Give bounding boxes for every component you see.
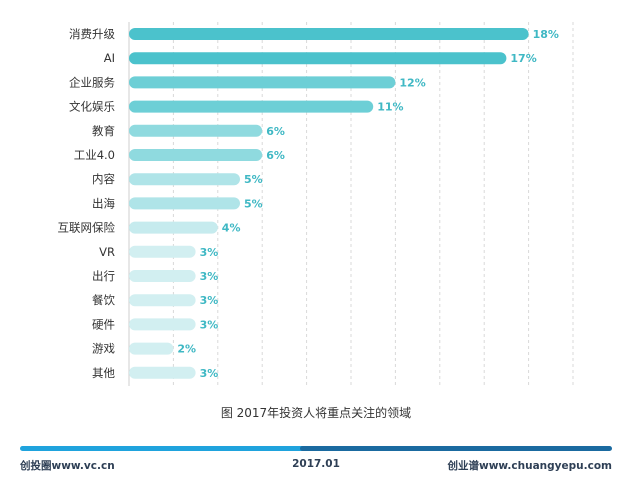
value-labels: 18%17%12%11%6%6%5%5%4%3%3%3%3%2%3% — [177, 28, 559, 380]
value-label: 4% — [222, 222, 241, 235]
category-label: 其他 — [92, 366, 115, 380]
value-label: 3% — [200, 367, 219, 380]
value-label: 3% — [200, 294, 219, 307]
category-label: 教育 — [92, 124, 115, 138]
value-label: 18% — [533, 28, 559, 41]
category-label: 硬件 — [92, 317, 115, 331]
footer-date: 2017.01 — [292, 458, 340, 470]
value-label: 6% — [266, 149, 285, 162]
bar — [129, 342, 174, 355]
bars — [129, 28, 529, 379]
bar — [129, 52, 507, 65]
value-label: 17% — [510, 52, 536, 65]
bar — [129, 197, 240, 210]
bar — [129, 366, 196, 379]
bar — [129, 100, 374, 113]
bar — [129, 294, 196, 307]
category-label: 企业服务 — [69, 75, 115, 89]
category-label: 工业4.0 — [74, 148, 115, 162]
value-label: 5% — [244, 173, 263, 186]
category-label: 互联网保险 — [58, 221, 116, 235]
bar — [129, 28, 529, 40]
bar — [129, 221, 218, 234]
footer-source-right: 创业谱www.chuangyepu.com — [447, 460, 613, 472]
bar — [129, 245, 196, 258]
category-label: 消费升级 — [69, 27, 115, 41]
bar — [129, 173, 240, 186]
value-label: 5% — [244, 197, 263, 210]
bar — [129, 149, 263, 161]
bar — [129, 76, 396, 89]
chart-caption: 图 2017年投资人将重点关注的领域 — [220, 406, 412, 420]
value-label: 3% — [200, 270, 219, 283]
value-label: 3% — [200, 246, 219, 259]
footer-bar-dark — [300, 446, 612, 451]
value-label: 11% — [377, 101, 403, 114]
category-label: 餐饮 — [92, 293, 115, 307]
value-label: 3% — [200, 318, 219, 331]
bar — [129, 318, 196, 331]
category-label: 出行 — [92, 269, 115, 283]
category-label: 游戏 — [92, 342, 115, 356]
category-label: 出海 — [92, 196, 115, 210]
footer-bar-light — [20, 446, 320, 451]
category-label: AI — [104, 51, 115, 65]
bar — [129, 124, 263, 137]
value-label: 6% — [266, 125, 285, 138]
value-label: 2% — [177, 343, 196, 356]
category-label: 内容 — [92, 172, 115, 186]
value-label: 12% — [399, 76, 425, 89]
category-label: 文化娱乐 — [69, 100, 115, 114]
bar — [129, 270, 196, 282]
category-label: VR — [99, 245, 115, 259]
footer-source-left: 创投圈www.vc.cn — [20, 460, 115, 472]
